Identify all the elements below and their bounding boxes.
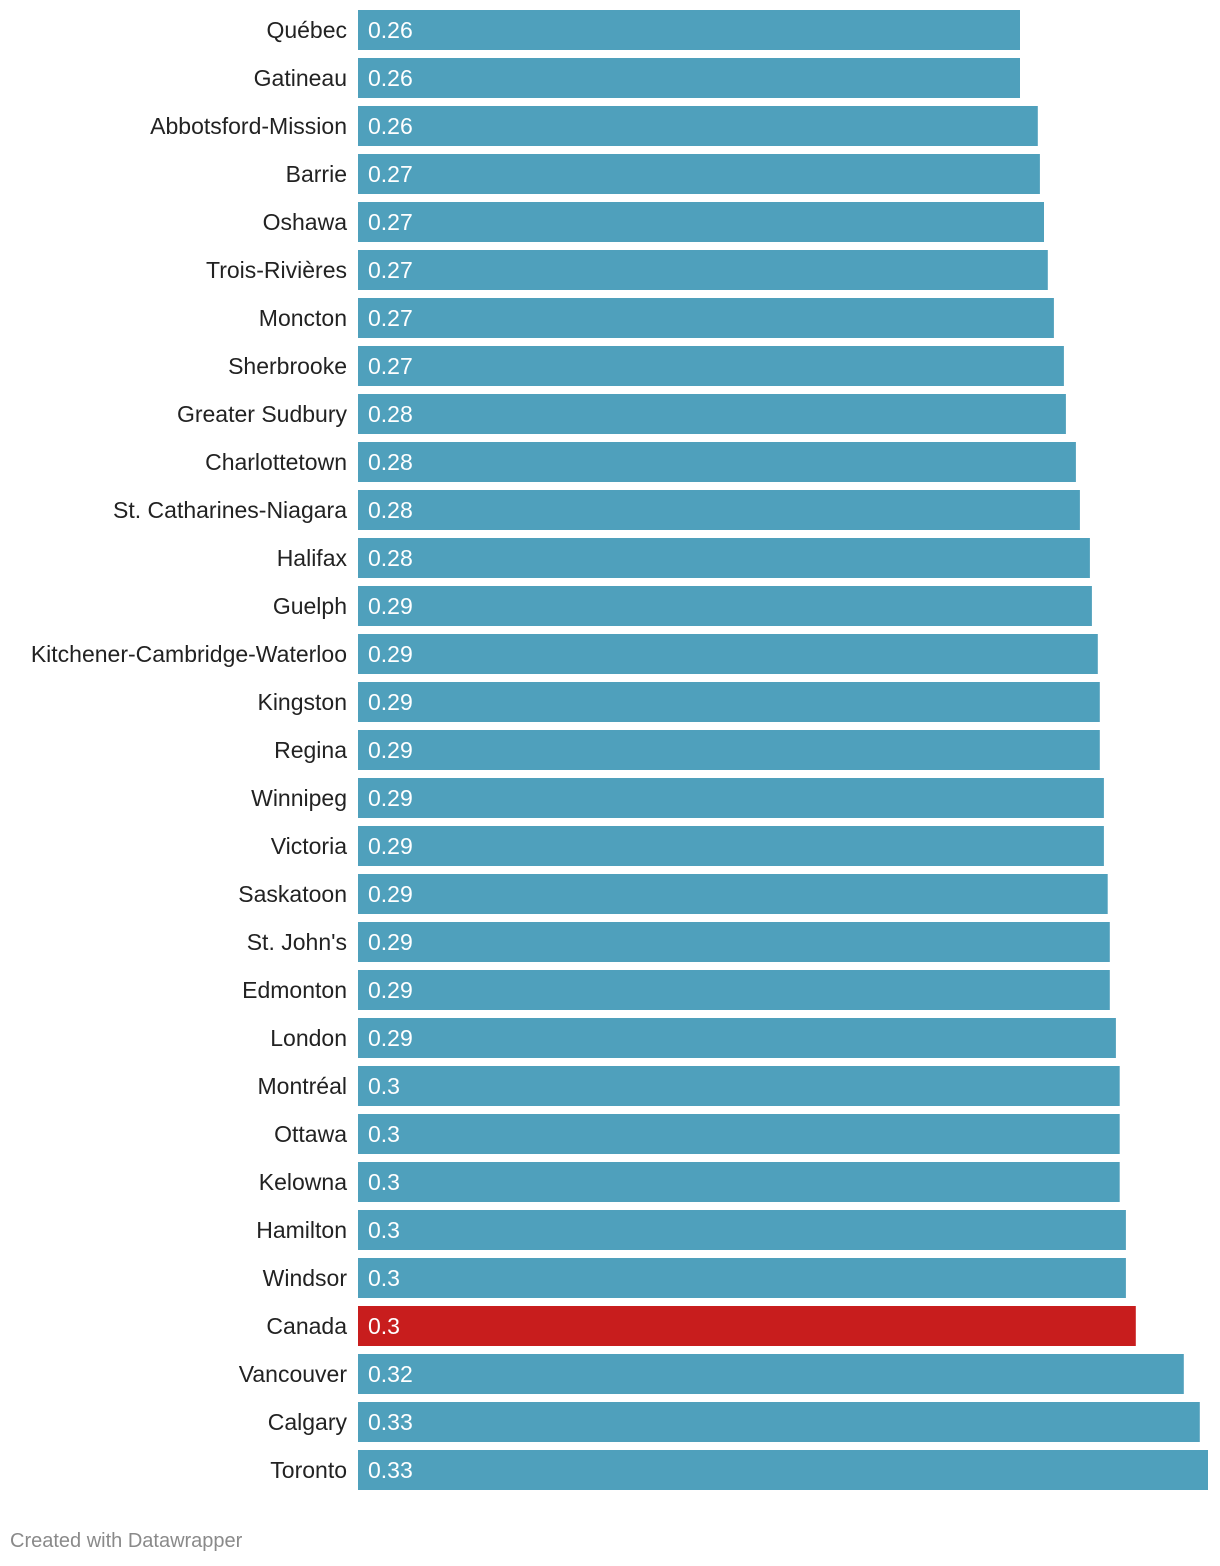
bar-winnipeg xyxy=(358,778,1104,818)
value-label-gatineau: 0.26 xyxy=(368,65,413,91)
value-label-moncton: 0.27 xyxy=(368,305,413,331)
category-label-edmonton: Edmonton xyxy=(242,977,347,1003)
category-label-guelph: Guelph xyxy=(273,593,347,619)
value-label-oshawa: 0.27 xyxy=(368,209,413,235)
bar-gatineau xyxy=(358,58,1020,98)
bar-london xyxy=(358,1018,1116,1058)
value-label-vancouver: 0.32 xyxy=(368,1361,413,1387)
category-label-halifax: Halifax xyxy=(277,545,348,571)
value-label-barrie: 0.27 xyxy=(368,161,413,187)
category-label-saskatoon: Saskatoon xyxy=(238,881,347,907)
bar-montreal xyxy=(358,1066,1120,1106)
value-label-trois-rivieres: 0.27 xyxy=(368,257,413,283)
value-label-st-catharines-niagara: 0.28 xyxy=(368,497,413,523)
category-label-london: London xyxy=(270,1025,347,1051)
category-label-st-catharines-niagara: St. Catharines-Niagara xyxy=(113,497,347,523)
category-label-windsor: Windsor xyxy=(263,1265,348,1291)
value-label-kitchener-cambridge-waterloo: 0.29 xyxy=(368,641,413,667)
bar-victoria xyxy=(358,826,1104,866)
bar-vancouver xyxy=(358,1354,1184,1394)
bar-st-catharines-niagara xyxy=(358,490,1080,530)
category-label-regina: Regina xyxy=(274,737,347,763)
category-label-greater-sudbury: Greater Sudbury xyxy=(177,401,348,427)
category-label-st-john-s: St. John's xyxy=(247,929,347,955)
bar-kingston xyxy=(358,682,1100,722)
category-label-hamilton: Hamilton xyxy=(256,1217,347,1243)
bar-calgary xyxy=(358,1402,1200,1442)
bar-abbotsford-mission xyxy=(358,106,1038,146)
bar-sherbrooke xyxy=(358,346,1064,386)
value-label-charlottetown: 0.28 xyxy=(368,449,413,475)
bar-quebec xyxy=(358,10,1020,50)
category-label-kelowna: Kelowna xyxy=(259,1169,347,1195)
category-label-moncton: Moncton xyxy=(259,305,347,331)
category-label-abbotsford-mission: Abbotsford-Mission xyxy=(150,113,347,139)
bar-halifax xyxy=(358,538,1090,578)
category-label-ottawa: Ottawa xyxy=(274,1121,347,1147)
category-label-charlottetown: Charlottetown xyxy=(205,449,347,475)
category-label-gatineau: Gatineau xyxy=(254,65,347,91)
bar-chart: Québec 0.26 Gatineau 0.26 Abbotsford-Mission… xyxy=(31,10,1208,1490)
value-label-sherbrooke: 0.27 xyxy=(368,353,413,379)
value-label-toronto: 0.33 xyxy=(368,1457,413,1483)
category-label-toronto: Toronto xyxy=(270,1457,347,1483)
bar-canada xyxy=(358,1306,1136,1346)
value-label-london: 0.29 xyxy=(368,1025,413,1051)
category-label-quebec: Québec xyxy=(266,17,347,43)
bar-kelowna xyxy=(358,1162,1120,1202)
bar-st-john-s xyxy=(358,922,1110,962)
value-label-victoria: 0.29 xyxy=(368,833,413,859)
value-label-ottawa: 0.3 xyxy=(368,1121,400,1147)
bar-windsor xyxy=(358,1258,1126,1298)
category-label-oshawa: Oshawa xyxy=(263,209,348,235)
bar-trois-rivieres xyxy=(358,250,1048,290)
category-label-barrie: Barrie xyxy=(286,161,347,187)
category-label-kingston: Kingston xyxy=(257,689,347,715)
value-label-guelph: 0.29 xyxy=(368,593,413,619)
bar-greater-sudbury xyxy=(358,394,1066,434)
value-label-calgary: 0.33 xyxy=(368,1409,413,1435)
category-label-trois-rivieres: Trois-Rivières xyxy=(206,257,347,283)
bar-kitchener-cambridge-waterloo xyxy=(358,634,1098,674)
value-label-montreal: 0.3 xyxy=(368,1073,400,1099)
credit-text: Created with Datawrapper xyxy=(10,1530,243,1552)
bar-saskatoon xyxy=(358,874,1108,914)
value-label-kingston: 0.29 xyxy=(368,689,413,715)
bar-barrie xyxy=(358,154,1040,194)
bar-ottawa xyxy=(358,1114,1120,1154)
value-label-edmonton: 0.29 xyxy=(368,977,413,1003)
category-label-canada: Canada xyxy=(266,1313,347,1339)
value-label-windsor: 0.3 xyxy=(368,1265,400,1291)
value-label-regina: 0.29 xyxy=(368,737,413,763)
value-label-saskatoon: 0.29 xyxy=(368,881,413,907)
value-label-quebec: 0.26 xyxy=(368,17,413,43)
bar-guelph xyxy=(358,586,1092,626)
value-label-winnipeg: 0.29 xyxy=(368,785,413,811)
bar-moncton xyxy=(358,298,1054,338)
value-label-greater-sudbury: 0.28 xyxy=(368,401,413,427)
bar-regina xyxy=(358,730,1100,770)
category-label-victoria: Victoria xyxy=(271,833,347,859)
bar-oshawa xyxy=(358,202,1044,242)
value-label-hamilton: 0.3 xyxy=(368,1217,400,1243)
category-label-vancouver: Vancouver xyxy=(239,1361,348,1387)
bar-edmonton xyxy=(358,970,1110,1010)
value-label-abbotsford-mission: 0.26 xyxy=(368,113,413,139)
value-label-canada: 0.3 xyxy=(368,1313,400,1339)
category-label-sherbrooke: Sherbrooke xyxy=(228,353,347,379)
bar-charlottetown xyxy=(358,442,1076,482)
category-label-montreal: Montréal xyxy=(258,1073,347,1099)
category-label-calgary: Calgary xyxy=(268,1409,348,1435)
value-label-halifax: 0.28 xyxy=(368,545,413,571)
bar-toronto xyxy=(358,1450,1208,1490)
category-label-kitchener-cambridge-waterloo: Kitchener-Cambridge-Waterloo xyxy=(31,641,347,667)
category-label-winnipeg: Winnipeg xyxy=(251,785,347,811)
value-label-st-john-s: 0.29 xyxy=(368,929,413,955)
bar-hamilton xyxy=(358,1210,1126,1250)
value-label-kelowna: 0.3 xyxy=(368,1169,400,1195)
